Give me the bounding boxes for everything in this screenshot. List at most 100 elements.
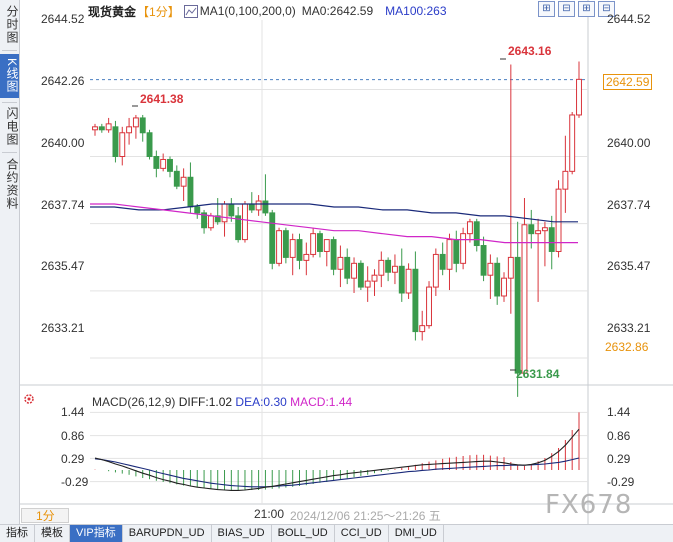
candle-body-up xyxy=(105,123,112,131)
macd-dea-line xyxy=(94,457,580,488)
candle-body-up xyxy=(378,259,385,276)
price-tick-left: 2635.47 xyxy=(41,259,85,273)
tab-indicators[interactable]: 指标 xyxy=(0,525,35,542)
candle-body-up xyxy=(119,132,126,158)
macd-tick-left: 0.29 xyxy=(61,452,85,466)
minimize-icon[interactable]: ⊟ xyxy=(598,1,615,17)
tab-bias[interactable]: BIAS_UD xyxy=(212,525,272,542)
candle-body-up xyxy=(221,203,228,223)
candle-body-up xyxy=(323,239,330,252)
ma-line-navy xyxy=(90,203,578,223)
candle-body-up xyxy=(289,239,296,258)
candle-body-down xyxy=(412,268,419,333)
tab-lightning[interactable]: 闪电图 xyxy=(5,106,19,146)
candle-body-down xyxy=(248,203,255,211)
candle-body-up xyxy=(507,256,514,279)
candle-body-up xyxy=(405,268,412,294)
tab-templates[interactable]: 模板 xyxy=(35,525,70,542)
gear-icon[interactable] xyxy=(22,392,36,406)
candle-body-up xyxy=(541,227,548,232)
tab-boll[interactable]: BOLL_UD xyxy=(272,525,335,542)
tab-barupdn[interactable]: BARUPDN_UD xyxy=(123,525,212,542)
candle-body-up xyxy=(426,286,432,327)
divider xyxy=(2,102,17,103)
candle-body-down xyxy=(494,262,501,297)
candle-body-up xyxy=(364,280,371,288)
candle-body-down xyxy=(201,212,208,229)
candle-body-up xyxy=(487,262,494,276)
period-selector[interactable]: 1分 ▲ xyxy=(21,508,69,537)
candle-body-down xyxy=(548,227,555,252)
ma-settings-icon[interactable] xyxy=(183,4,198,18)
layout-icon[interactable]: ⊞ xyxy=(578,1,595,17)
candle-body-up xyxy=(276,230,283,264)
current-price-tag: 2642.59 xyxy=(603,74,653,90)
candle-body-up xyxy=(562,170,569,190)
period-label[interactable]: 【1分】 xyxy=(137,4,180,19)
candle-body-down xyxy=(214,215,221,223)
window-buttons: ⊞ ⊟ ⊞ ⊟ xyxy=(538,1,615,17)
ma-line-magenta xyxy=(90,203,578,244)
candle-body-down xyxy=(357,262,364,288)
macd-tick-right: 0.86 xyxy=(607,429,631,443)
candle-body-up xyxy=(132,117,139,128)
macd-tick-left: 1.44 xyxy=(61,405,85,419)
candle-body-up xyxy=(432,253,439,288)
watermark-logo: FX678 xyxy=(545,490,633,520)
macd-name: MACD(26,12,9) xyxy=(92,395,176,409)
price-tick-right: 2635.47 xyxy=(607,259,651,273)
candle-body-up xyxy=(391,265,398,273)
expand-icon[interactable]: ⊞ xyxy=(538,1,555,17)
candle-body-up xyxy=(446,239,453,270)
candle-body-down xyxy=(146,132,153,158)
candle-body-down xyxy=(235,215,242,241)
candle-body-down xyxy=(153,156,160,169)
macd-tick-right: 1.44 xyxy=(607,405,631,419)
tab-cci[interactable]: CCI_UD xyxy=(335,525,389,542)
candle-body-up xyxy=(310,233,317,255)
instrument-title: 现货黄金 xyxy=(88,4,137,19)
candle-body-up xyxy=(351,262,357,279)
candle-body-down xyxy=(173,170,180,187)
candle-body-up xyxy=(126,126,133,134)
candle-body-down xyxy=(317,233,323,252)
candle-body-up xyxy=(371,274,378,282)
collapse-icon[interactable]: ⊟ xyxy=(558,1,575,17)
tab-vip-indicators[interactable]: VIP指标 xyxy=(70,525,123,542)
time-axis-label: 21:00 xyxy=(254,507,285,521)
ma0-label: MA0:2642.59 xyxy=(301,4,374,18)
candle-body-down xyxy=(139,117,146,134)
tab-timeshare[interactable]: 分时图 xyxy=(5,4,19,44)
candle-body-up xyxy=(242,203,248,241)
macd-value: MACD:1.44 xyxy=(290,395,353,409)
candle-body-up xyxy=(576,78,582,116)
candle-body-up xyxy=(501,277,507,297)
candle-body-down xyxy=(167,158,173,172)
candle-body-down xyxy=(194,206,201,214)
candle-body-down xyxy=(330,239,337,270)
left-tab-bar: 分时图 K线图 闪电图 合约资料 xyxy=(0,0,20,524)
period-selector-label: 1分 xyxy=(36,509,55,523)
price-tick-left: 2633.21 xyxy=(41,321,85,335)
candle-body-down xyxy=(344,256,351,279)
candle-body-up xyxy=(569,114,576,172)
candle-body-up xyxy=(535,230,542,235)
price-tick-right: 2633.21 xyxy=(607,321,651,335)
kline-chart[interactable] xyxy=(19,0,673,524)
candle-body-up xyxy=(460,233,467,264)
candle-body-down xyxy=(187,176,194,208)
candle-body-down xyxy=(453,239,460,264)
candle-body-up xyxy=(160,158,167,169)
tab-dmi[interactable]: DMI_UD xyxy=(389,525,444,542)
macd-diff: DIFF:1.02 xyxy=(178,395,233,409)
low-annotation: 2631.84 xyxy=(516,367,560,381)
local-high-annotation: 2641.38 xyxy=(140,92,184,106)
candle-body-up xyxy=(255,200,262,211)
candle-body-down xyxy=(480,245,487,276)
candle-body-up xyxy=(180,176,187,187)
candle-body-down xyxy=(228,203,235,217)
candle-body-down xyxy=(528,224,535,235)
tab-contract-info[interactable]: 合约资料 xyxy=(5,158,19,210)
tab-kline[interactable]: K线图 xyxy=(0,54,19,98)
candle-body-up xyxy=(207,215,214,229)
